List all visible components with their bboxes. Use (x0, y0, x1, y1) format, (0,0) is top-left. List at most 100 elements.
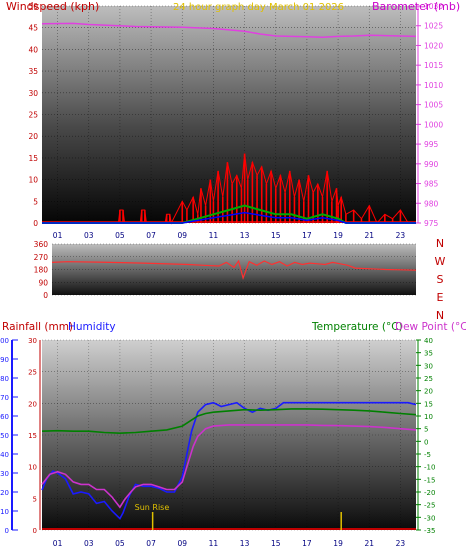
temp-tick-label: -35 (424, 527, 435, 535)
hour-tick-label: 09 (177, 231, 187, 240)
hour-tick-label: 15 (271, 539, 281, 548)
baro-tick-label: 1015 (424, 61, 443, 70)
temp-tick-label: 35 (424, 350, 433, 358)
temp-tick-label: 20 (424, 388, 433, 396)
temp-tick-label: 25 (424, 375, 433, 383)
humidity-line (41, 401, 417, 520)
temp-tick-label: -30 (424, 514, 435, 522)
wind-tick-label: 20 (28, 132, 38, 141)
hour-tick-label: 23 (396, 231, 406, 240)
rain-tick-label: 30 (28, 337, 37, 345)
humidity-tick-label: 40 (0, 451, 9, 459)
temp-hum-axes: 0102030405060708090100051015202530-35-30… (0, 337, 435, 535)
wind-tick-label: 50 (28, 2, 38, 11)
baro-tick-label: 1010 (424, 81, 443, 90)
hour-tick-label: 05 (115, 231, 125, 240)
temp-tick-label: 10 (424, 413, 433, 421)
baro-y-axis: 975 980 985 990 995 1000 1005 1010 1015 1020 1025 1… (416, 2, 443, 228)
wind-tick-label: 35 (28, 67, 38, 76)
temp-tick-label: 40 (424, 337, 433, 345)
wind-axis-title: Windspeed (kph) (6, 0, 99, 13)
dewpoint-line (41, 424, 417, 509)
sunrise-label: Sun Rise (135, 503, 170, 512)
baro-tick-label: 1005 (424, 101, 443, 110)
temp-tick-label: 0 (424, 438, 428, 446)
temperature-axis-title: Temperature (°C) (311, 321, 403, 333)
wind-x-axis: 01 03 05 07 09 11 13 15 17 19 21 23 (53, 231, 406, 240)
direction-series (51, 259, 417, 280)
baro-line (41, 22, 417, 38)
compass-label-w: W (435, 255, 446, 268)
gust-green-line (42, 204, 416, 224)
wind-tick-label: 5 (33, 197, 38, 206)
humidity-tick-label: 70 (0, 394, 9, 402)
baro-tick-label: 995 (424, 140, 439, 149)
temp-tick-label: -20 (424, 489, 435, 497)
baro-tick-label: 975 (424, 219, 439, 228)
wind-tick-label: 10 (28, 176, 38, 185)
temp-tick-label: 30 (424, 362, 433, 370)
hour-tick-label: 15 (271, 231, 281, 240)
direction-tick-label: 180 (34, 266, 49, 275)
hour-tick-label: 11 (209, 231, 219, 240)
temp-tick-label: 5 (424, 426, 428, 434)
baro-tick-label: 1000 (424, 120, 443, 129)
direction-tick-label: 270 (34, 253, 49, 262)
hour-tick-label: 03 (84, 539, 94, 548)
hour-tick-label: 05 (115, 539, 125, 548)
temp-tick-label: -5 (424, 451, 431, 459)
humidity-tick-label: 0 (5, 527, 9, 535)
hour-tick-label: 21 (364, 539, 374, 548)
dewpoint-axis-title: Dew Point (°C) (395, 321, 466, 333)
wind-tick-label: 30 (28, 89, 38, 98)
hour-tick-label: 09 (177, 539, 187, 548)
wind-tick-label: 15 (28, 154, 38, 163)
hour-tick-label: 07 (146, 231, 156, 240)
hour-tick-label: 17 (302, 539, 312, 548)
wind-tick-label: 0 (33, 219, 38, 228)
wind-tick-label: 25 (28, 111, 38, 120)
compass-label-s: S (437, 273, 444, 286)
rain-tick-label: 10 (28, 464, 37, 472)
rainfall-axis-title: Rainfall (mm) (2, 321, 73, 333)
hour-tick-label: 01 (53, 539, 63, 548)
hour-tick-label: 13 (240, 539, 250, 548)
humidity-tick-label: 20 (0, 489, 9, 497)
baro-tick-label: 1030 (424, 2, 443, 11)
humidity-tick-label: 30 (0, 470, 9, 478)
rain-tick-label: 15 (28, 432, 37, 440)
hour-tick-label: 17 (302, 231, 312, 240)
hour-tick-label: 03 (84, 231, 94, 240)
humidity-tick-label: 100 (0, 337, 9, 345)
direction-tick-label: 90 (38, 278, 48, 287)
wind-tick-label: 40 (28, 45, 38, 54)
baro-tick-label: 1020 (424, 41, 443, 50)
hour-tick-label: 11 (209, 539, 219, 548)
baro-tick-label: 1025 (424, 22, 443, 31)
compass-label-n: N (436, 237, 444, 250)
wind-baro-series (41, 22, 417, 225)
baro-tick-label: 985 (424, 180, 439, 189)
direction-gridlines (52, 243, 416, 296)
temp-tick-label: 15 (424, 400, 433, 408)
humidity-tick-label: 60 (0, 413, 9, 421)
direction-y-axis: 0 90 180 270 360 (34, 240, 49, 300)
direction-tick-label: 0 (43, 291, 48, 300)
baro-axis-title: Barometer (mb) (372, 0, 460, 13)
humidity-tick-label: 80 (0, 375, 9, 383)
baro-tick-label: 980 (424, 199, 439, 208)
hour-tick-label: 19 (333, 539, 343, 548)
temp-tick-label: -10 (424, 464, 435, 472)
humidity-tick-label: 50 (0, 432, 9, 440)
hour-tick-label: 19 (333, 231, 343, 240)
hour-tick-label: 01 (53, 231, 63, 240)
rain-tick-label: 20 (28, 400, 37, 408)
hour-tick-label: 23 (396, 539, 406, 548)
hour-tick-label: 07 (146, 539, 156, 548)
rain-tick-label: 5 (33, 495, 37, 503)
gust-blue-line (42, 211, 416, 224)
hour-tick-label: 13 (240, 231, 250, 240)
